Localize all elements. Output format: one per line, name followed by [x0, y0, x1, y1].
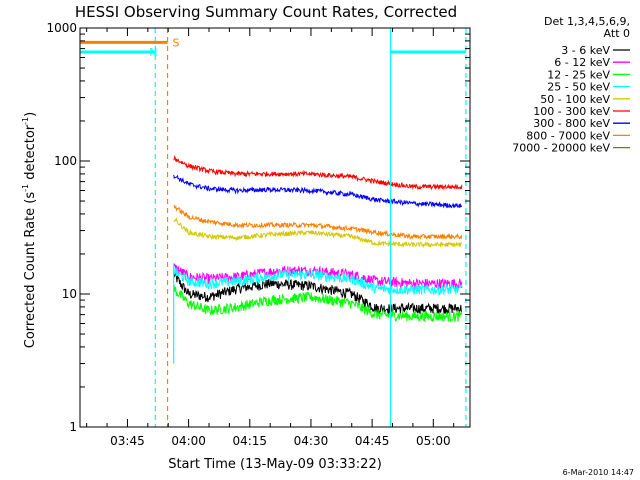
series-line-3: [173, 267, 463, 296]
legend-header-line-1: Det 1,3,4,5,6,9,: [544, 15, 630, 28]
x-tick-label: 05:00: [416, 434, 451, 448]
y-axis-label: Corrected Count Rate (s-1 detector-1): [21, 112, 38, 348]
y-tick-label: 10: [62, 287, 77, 301]
plot-area: SN: [80, 28, 467, 427]
flag-label: N: [149, 46, 157, 59]
legend-header-line-2: Att 0: [604, 27, 630, 40]
y-axis: 1 10 100 1000: [46, 21, 470, 434]
legend-entry-label: 7000 - 20000 keV: [512, 142, 610, 155]
y-tick-label: 1000: [46, 21, 77, 35]
y-tick-label: 100: [54, 154, 77, 168]
series-line-7: [173, 204, 463, 241]
x-axis: 03:45 04:00 04:15 04:30 04:45 05:00: [86, 28, 455, 448]
chart-title: HESSI Observing Summary Count Rates, Cor…: [75, 3, 457, 21]
series-line-2: [173, 285, 463, 323]
legend-entry-label: 50 - 100 keV: [540, 93, 610, 106]
y-tick-label: 1: [69, 420, 77, 434]
series-line-0: [173, 271, 463, 315]
x-tick-label: 04:30: [294, 434, 329, 448]
x-tick-label: 04:15: [232, 434, 267, 448]
plot-frame: [79, 27, 471, 428]
series-line-6: [173, 174, 463, 209]
x-tick-label: 04:00: [171, 434, 206, 448]
legend-entry-label: 300 - 800 keV: [533, 117, 610, 130]
x-tick-label: 04:45: [355, 434, 390, 448]
legend-entry-label: 3 - 6 keV: [561, 44, 610, 57]
x-tick-label: 03:45: [110, 434, 145, 448]
legend-entry-label: 6 - 12 keV: [554, 56, 610, 69]
footer-date: 6-Mar-2010 14:47: [563, 468, 634, 477]
series-layer: [173, 155, 463, 364]
legend-entry-label: 800 - 7000 keV: [526, 129, 610, 142]
x-axis-label: Start Time (13-May-09 03:33:22): [168, 457, 382, 472]
flag-label: S: [173, 36, 180, 49]
legend-entry-label: 25 - 50 keV: [547, 81, 610, 94]
marker-layer: SN: [80, 28, 467, 427]
legend-entry-label: 100 - 300 keV: [533, 105, 610, 118]
series-line-4: [173, 217, 463, 249]
series-line-5: [173, 155, 463, 191]
legend-entry-label: 12 - 25 keV: [547, 68, 610, 81]
